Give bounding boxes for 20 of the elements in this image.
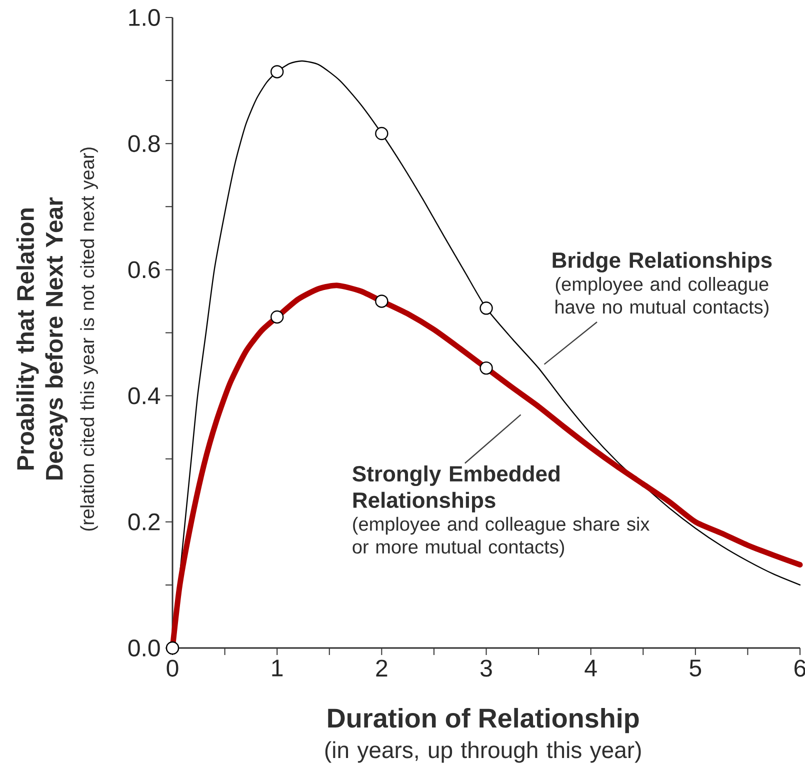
annotation: Strongly Embedded Relationships xyxy=(352,465,560,512)
x-axis-title: Duration of Relationship xyxy=(328,708,639,734)
y-tick-label: 0.6 xyxy=(128,261,160,278)
text: (relation cited this year is not cited next year) xyxy=(80,148,98,531)
y-tick-label: 0.8 xyxy=(128,135,160,152)
x-tick-label: 2 xyxy=(376,660,388,676)
x-tick-label: 0 xyxy=(166,660,178,677)
x-tick-label: 1 xyxy=(272,660,283,676)
annotation: (employee and colleague share six or more mutual contacts) xyxy=(352,516,650,558)
annotation: (employee and colleague have no mutual contacts) xyxy=(556,276,768,318)
x-tick-label: 3 xyxy=(480,660,492,677)
y-tick-label: 0.4 xyxy=(128,387,160,404)
x-tick-label: 4 xyxy=(584,660,597,676)
annotation: Bridge Relationships xyxy=(552,252,772,272)
x-tick-label: 5 xyxy=(690,660,702,676)
y-axis-title: Proability that Relation Decays before Next Year xyxy=(16,197,68,480)
text: (in years, up through this year) xyxy=(325,741,641,763)
y-tick-label: 0.0 xyxy=(128,639,160,656)
y-tick-label: 1.0 xyxy=(129,8,160,26)
y-tick-label: 0.2 xyxy=(128,513,160,530)
